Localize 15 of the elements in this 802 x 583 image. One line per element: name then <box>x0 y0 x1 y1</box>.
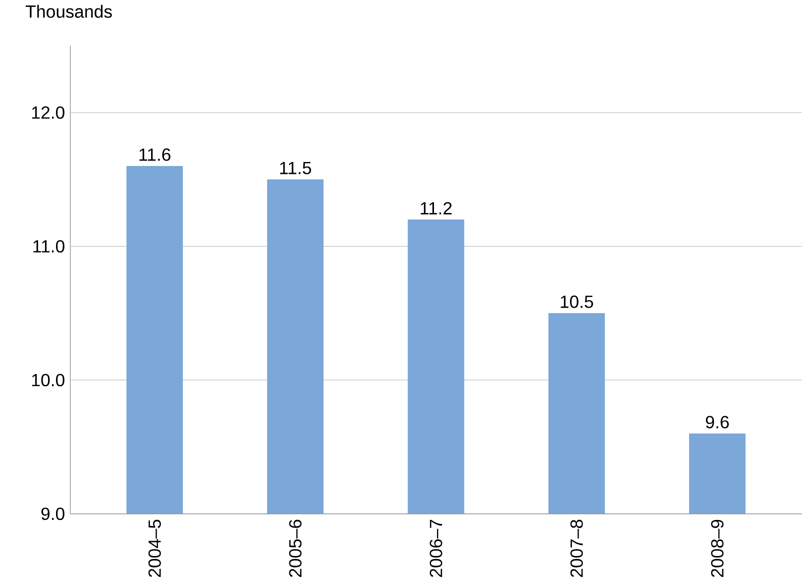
x-tick-label: 2004–5 <box>148 520 161 578</box>
y-tick-label: 9.0 <box>41 508 64 520</box>
y-tick-label: 10.0 <box>32 374 64 386</box>
x-tick-label: 2006–7 <box>430 520 442 578</box>
data-label: 9.6 <box>706 416 729 428</box>
data-label: 10.5 <box>560 296 594 308</box>
data-label: 11.2 <box>420 202 452 215</box>
y-tick-label: 12.0 <box>32 106 64 119</box>
x-tick-label: 2005–6 <box>289 520 302 578</box>
y-axis-title: Thousands <box>26 5 112 18</box>
x-tick-label: 2008–9 <box>711 520 724 578</box>
data-label: 11.5 <box>280 162 312 174</box>
data-label: 11.6 <box>140 148 170 161</box>
x-tick-label: 2007–8 <box>570 520 583 578</box>
y-tick-label: 11.0 <box>33 240 64 253</box>
